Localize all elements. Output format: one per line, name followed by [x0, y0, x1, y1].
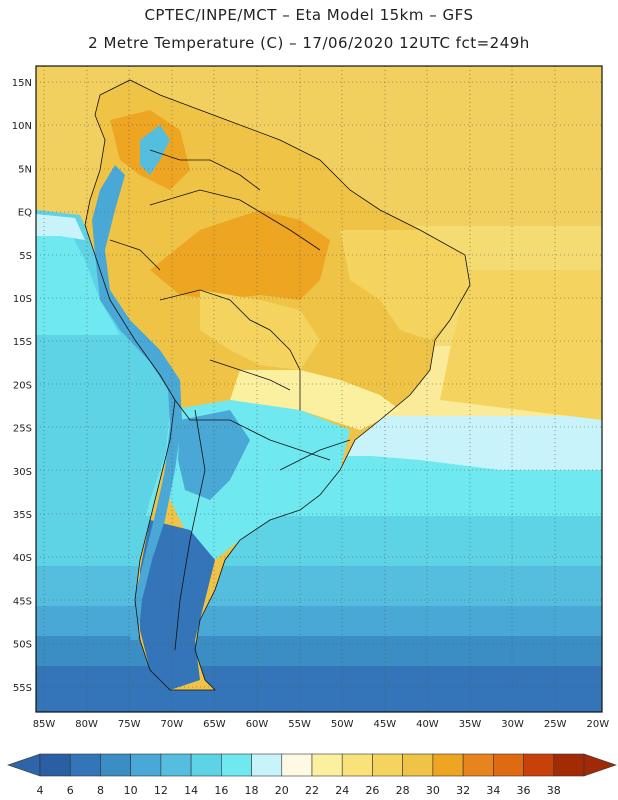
lat-label-15S: 15S: [13, 337, 32, 348]
colorbar-swatch: [251, 753, 283, 777]
temperature-field: [36, 66, 602, 712]
lat-label-55S: 55S: [13, 683, 32, 694]
colombian-andes-cool: [140, 125, 170, 175]
colorbar-swatch: [553, 753, 585, 777]
lon-label-25W: 25W: [544, 719, 567, 730]
patagonia-cold: [140, 520, 215, 690]
colorbar-swatch: [341, 753, 373, 777]
colorbar-label: 16: [214, 784, 228, 797]
lon-label-85W: 85W: [33, 719, 56, 730]
lat-label-30S: 30S: [13, 467, 32, 478]
lat-label-20S: 20S: [13, 380, 32, 391]
colorbar-label: 10: [124, 784, 138, 797]
colorbar: 4 6 8 10 12 14 16 18 20 22 24 26 28 30 32 34 36 38: [7, 753, 617, 797]
lat-label-45S: 45S: [13, 596, 32, 607]
colorbar-label: 38: [547, 784, 561, 797]
lat-label-35S: 35S: [13, 510, 32, 521]
colorbar-label: 26: [365, 784, 379, 797]
colorbar-label: 20: [275, 784, 289, 797]
lon-label-75W: 75W: [118, 719, 141, 730]
colorbar-swatch: [69, 753, 101, 777]
colorbar-swatch: [39, 753, 71, 777]
colorbar-swatch: [130, 753, 162, 777]
colorbar-swatch: [160, 753, 192, 777]
northeast-brazil-warm: [340, 230, 470, 340]
colorbar-swatch: [281, 753, 313, 777]
lat-label-10N: 10N: [12, 121, 32, 132]
colorbar-label: 32: [456, 784, 470, 797]
lon-label-70W: 70W: [160, 719, 183, 730]
pacific-coastal-water: [36, 230, 120, 335]
country-borders: [84, 79, 471, 691]
lon-label-45W: 45W: [373, 719, 396, 730]
lon-label-60W: 60W: [246, 719, 269, 730]
colorbar-label: 34: [486, 784, 500, 797]
lat-label-EQ: EQ: [18, 208, 32, 219]
colorbar-swatch: [311, 753, 343, 777]
lat-label-5S: 5S: [19, 251, 32, 262]
ocean-band-10-12: [36, 606, 602, 636]
colorbar-label: 36: [517, 784, 531, 797]
colorbar-swatch: [402, 753, 434, 777]
colorbar-label: 12: [154, 784, 168, 797]
colorbar-swatch: [523, 753, 555, 777]
colorbar-label: 18: [245, 784, 259, 797]
ocean-band-6-8: [36, 666, 602, 712]
lat-label-10S: 10S: [13, 294, 32, 305]
lon-label-35W: 35W: [459, 719, 482, 730]
southeast-brazil-mild: [230, 370, 400, 430]
colorbar-swatch: [190, 753, 222, 777]
colorbar-label: 22: [305, 784, 319, 797]
lon-label-50W: 50W: [331, 719, 354, 730]
ocean-band-12-14: [36, 566, 602, 606]
lon-label-55W: 55W: [288, 719, 311, 730]
colorbar-label: 30: [426, 784, 440, 797]
map-frame: [35, 65, 603, 713]
colorbar-over-arrow: [583, 753, 617, 777]
lon-label-40W: 40W: [416, 719, 439, 730]
atlantic-warm-water: [440, 270, 602, 420]
lon-label-65W: 65W: [203, 719, 226, 730]
colorbar-under-arrow: [7, 753, 41, 777]
pacific-equatorial-water: [36, 214, 85, 240]
colorbar-label: 24: [335, 784, 349, 797]
colorbar-label: 8: [97, 784, 104, 797]
lon-label-80W: 80W: [75, 719, 98, 730]
atlantic-subtropical-water: [360, 420, 602, 470]
lat-label-15N: 15N: [12, 78, 32, 89]
andes-cold-stripe: [92, 165, 182, 640]
lon-label-30W: 30W: [501, 719, 524, 730]
lat-label-25S: 25S: [13, 424, 32, 435]
colorbar-swatch: [462, 753, 494, 777]
map-title-line1: CPTEC/INPE/MCT – Eta Model 15km – GFS: [144, 6, 474, 24]
ocean-band-8-10: [36, 636, 602, 666]
lon-label-20W: 20W: [586, 719, 609, 730]
colorbar-label: 14: [184, 784, 198, 797]
lat-label-5N: 5N: [18, 164, 32, 175]
latitude-labels: 15N 10N 5N EQ 5S 10S 15S 20S 25S 30S 35S 40S 45S 50S 5…: [12, 78, 32, 694]
lat-label-40S: 40S: [13, 553, 32, 564]
colorbar-swatch: [100, 753, 131, 777]
map-title-line2: 2 Metre Temperature (C) – 17/06/2020 12U…: [88, 34, 530, 52]
colorbar-swatch: [221, 753, 252, 777]
colorbar-swatch: [372, 753, 403, 777]
longitude-labels: 85W 80W 75W 70W 65W 60W 55W 50W 45W 40W 35W 30W 25W 2…: [33, 719, 610, 730]
colorbar-label: 28: [396, 784, 410, 797]
lat-label-50S: 50S: [13, 640, 32, 651]
colorbar-label: 4: [37, 784, 44, 797]
colorbar-swatch: [432, 753, 464, 777]
colorbar-swatch: [493, 753, 524, 777]
colorbar-label: 6: [67, 784, 74, 797]
